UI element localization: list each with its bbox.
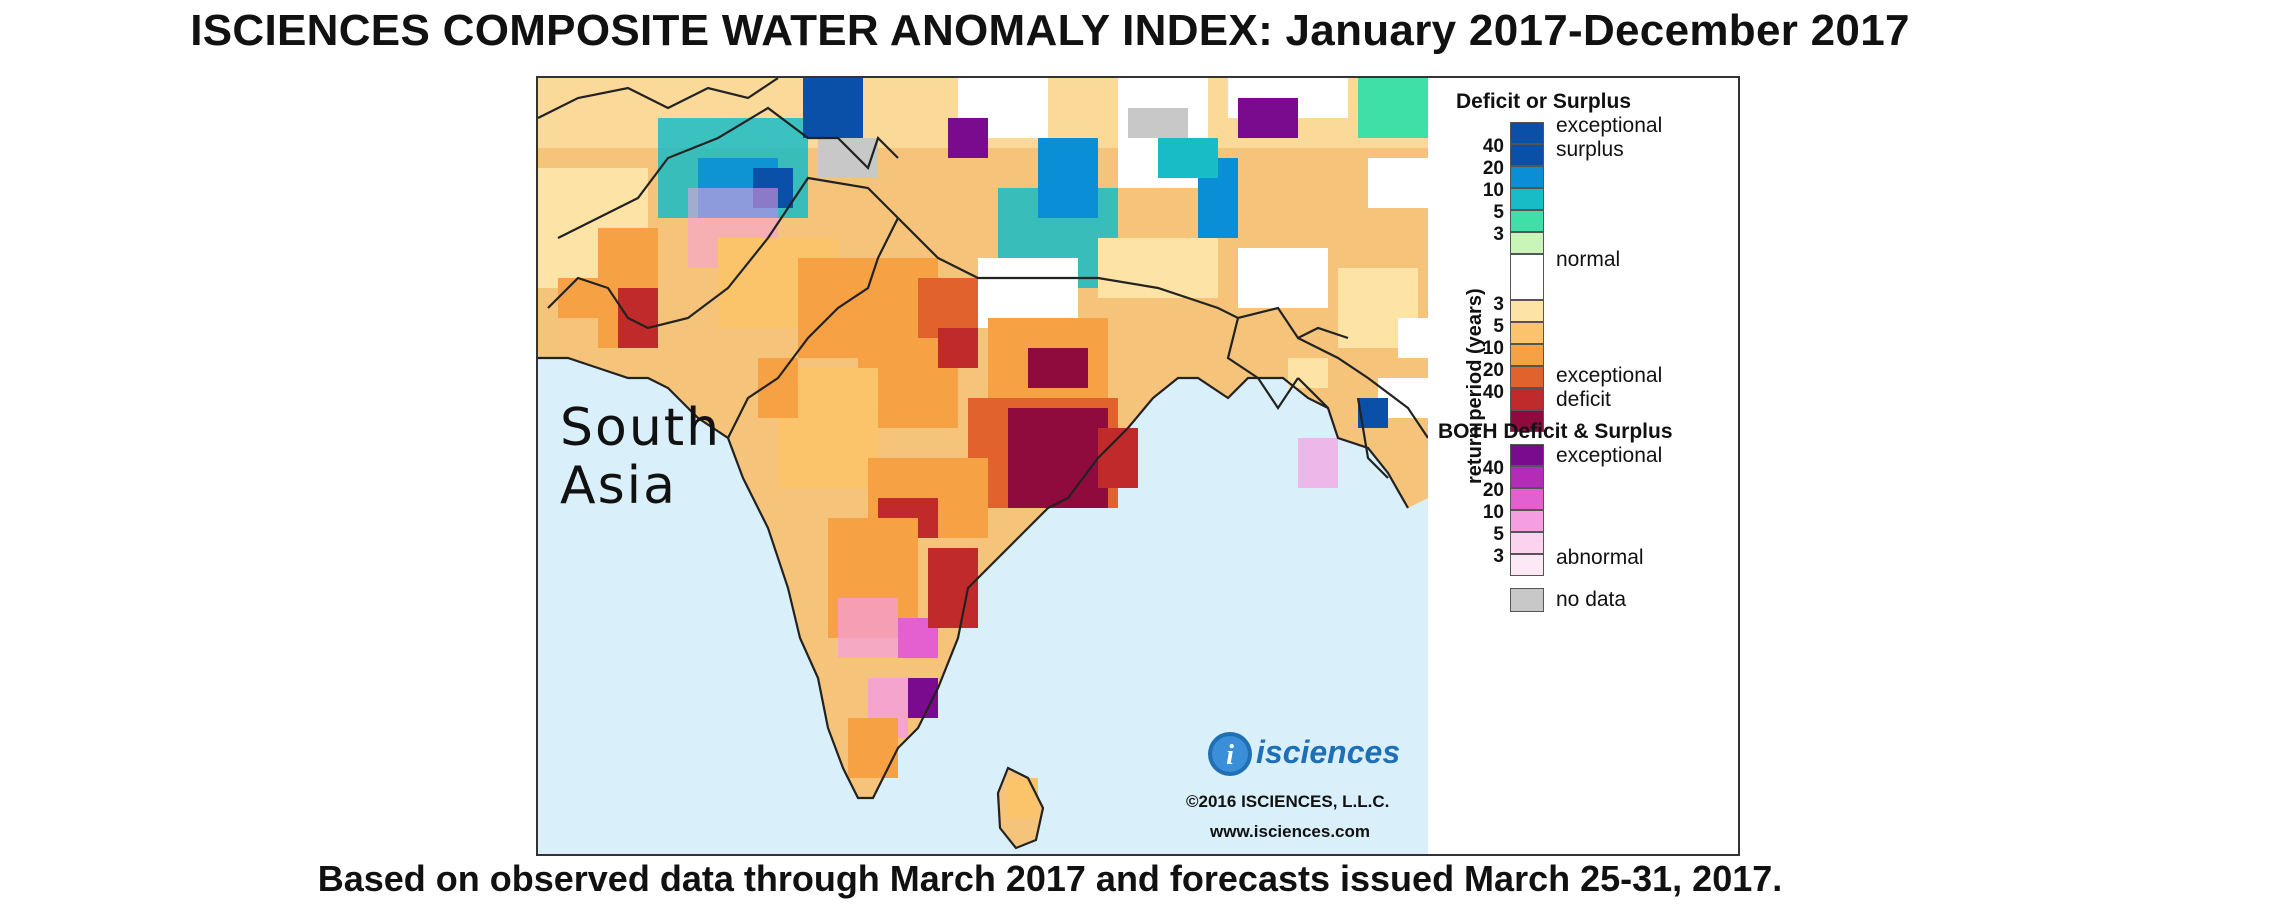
swatch-surplus-40: [1510, 144, 1544, 166]
swatch-both-10: [1510, 510, 1544, 532]
swatch-both-3: [1510, 554, 1544, 576]
surplus-tick-10: 10: [1482, 180, 1504, 201]
swatch-surplus-20: [1510, 166, 1544, 188]
swatch-both-5: [1510, 532, 1544, 554]
swatch-deficit-5: [1510, 322, 1544, 344]
legend-exceptional-surplus-2: surplus: [1556, 138, 1624, 161]
swatch-deficit-20: [1510, 366, 1544, 388]
swatch-normal: [1510, 254, 1544, 300]
legend-heading-both: BOTH Deficit & Surplus: [1438, 420, 1673, 443]
swatch-surplus-10: [1510, 188, 1544, 210]
surplus-tick-20: 20: [1482, 158, 1504, 179]
legend-exceptional-deficit-2: deficit: [1556, 388, 1611, 411]
legend-panel: Deficit or Surplus return period (years)…: [1428, 78, 1738, 854]
copyright-text: ©2016 ISCIENCES, L.L.C.: [1186, 792, 1390, 811]
swatch-both-20: [1510, 488, 1544, 510]
both-tick-5: 5: [1493, 524, 1504, 545]
country-borders: [538, 78, 1428, 509]
svg-text:i: i: [1226, 740, 1234, 771]
legend-normal: normal: [1556, 248, 1621, 271]
surplus-tick-40: 40: [1482, 136, 1504, 157]
deficit-tick-10: 10: [1482, 338, 1504, 359]
surplus-tick-5: 5: [1493, 202, 1504, 223]
swatch-deficit-exceptional: [1510, 410, 1544, 432]
swatch-surplus-3: [1510, 232, 1544, 254]
both-tick-40: 40: [1482, 458, 1504, 479]
coastline: [538, 356, 1329, 800]
deficit-tick-20: 20: [1482, 360, 1504, 381]
swatch-both-exceptional: [1510, 444, 1544, 466]
legend-no-data: no data: [1556, 588, 1627, 611]
logo-wordmark: isciences: [1256, 734, 1401, 770]
region-label-line2: Asia: [560, 456, 677, 516]
swatch-deficit-10: [1510, 344, 1544, 366]
both-tick-3: 3: [1493, 546, 1504, 567]
swatch-surplus-exceptional: [1510, 122, 1544, 144]
both-tick-20: 20: [1482, 480, 1504, 501]
south-asia-map: [538, 78, 1428, 854]
map-footer: Based on observed data through March 201…: [317, 858, 1783, 899]
map-panel: South Asia i isciences ©2016 ISCIENCES, …: [538, 78, 1428, 854]
legend-heading-deficit-surplus: Deficit or Surplus: [1456, 90, 1632, 113]
region-label-line1: South: [560, 398, 722, 458]
both-tick-10: 10: [1482, 502, 1504, 523]
website-text: www.isciences.com: [1210, 822, 1370, 841]
swatch-no-data: [1510, 588, 1544, 612]
deficit-tick-3: 3: [1493, 294, 1504, 315]
legend-exceptional-surplus-1: exceptional: [1556, 114, 1663, 137]
legend-both-exceptional: exceptional: [1556, 444, 1663, 467]
surplus-tick-3: 3: [1493, 224, 1504, 245]
map-frame: South Asia i isciences ©2016 ISCIENCES, …: [536, 76, 1740, 856]
sri-lanka-outline: [996, 766, 1045, 850]
swatch-deficit-3: [1510, 300, 1544, 322]
anomaly-patches: [538, 78, 1428, 818]
deficit-tick-40: 40: [1482, 382, 1504, 403]
map-title: ISCIENCES COMPOSITE WATER ANOMALY INDEX:…: [190, 6, 1910, 55]
swatch-deficit-40: [1510, 388, 1544, 410]
legend-both-abnormal: abnormal: [1556, 546, 1644, 569]
deficit-tick-5: 5: [1493, 316, 1504, 337]
swatch-surplus-5: [1510, 210, 1544, 232]
legend-exceptional-deficit-1: exceptional: [1556, 364, 1663, 387]
swatch-both-40: [1510, 466, 1544, 488]
